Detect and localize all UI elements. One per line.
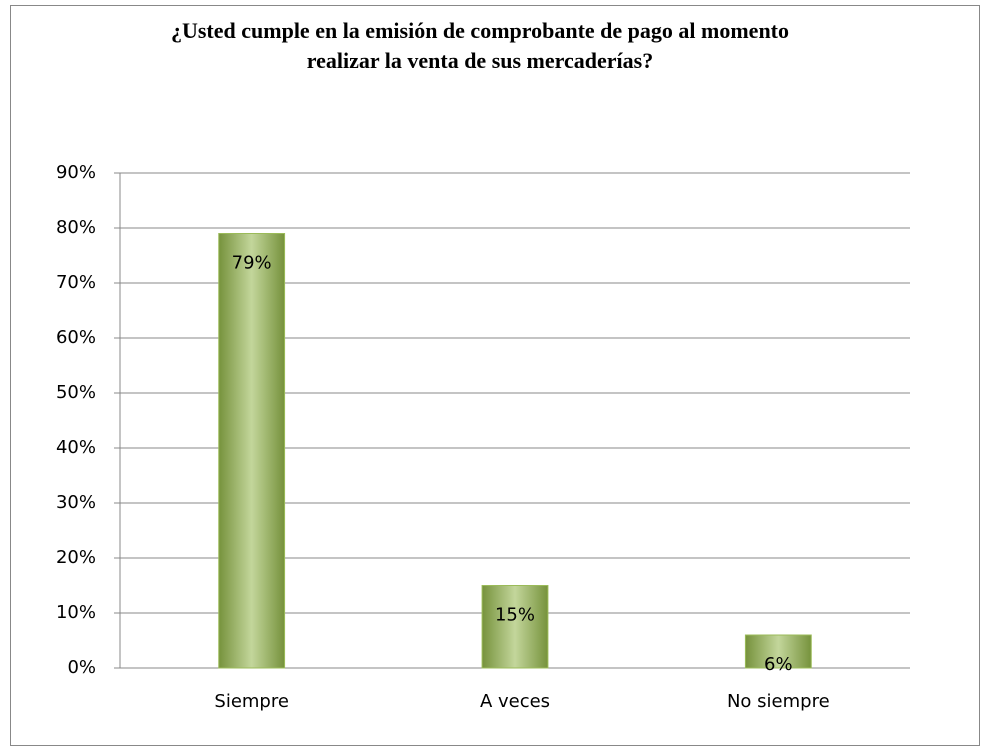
x-tick-label: No siempre: [727, 691, 830, 712]
y-tick-label: 0%: [67, 657, 96, 678]
y-tick-label: 90%: [56, 162, 96, 183]
y-tick-label: 70%: [56, 272, 96, 293]
x-tick-label: A veces: [480, 691, 550, 712]
data-label: 6%: [764, 654, 793, 675]
data-label: 15%: [495, 605, 535, 626]
y-tick-label: 20%: [56, 547, 96, 568]
bar: [481, 585, 549, 669]
y-tick-label: 10%: [56, 602, 96, 623]
x-tick-label: Siempre: [214, 691, 289, 712]
y-tick-label: 30%: [56, 492, 96, 513]
bar: [218, 233, 286, 669]
y-tick-label: 50%: [56, 382, 96, 403]
y-tick-label: 80%: [56, 217, 96, 238]
bar: [744, 634, 812, 669]
y-tick-label: 60%: [56, 327, 96, 348]
chart-title: ¿Usted cumple en la emisión de comproban…: [170, 18, 790, 73]
data-label: 79%: [232, 253, 272, 274]
y-tick-label: 40%: [56, 437, 96, 458]
